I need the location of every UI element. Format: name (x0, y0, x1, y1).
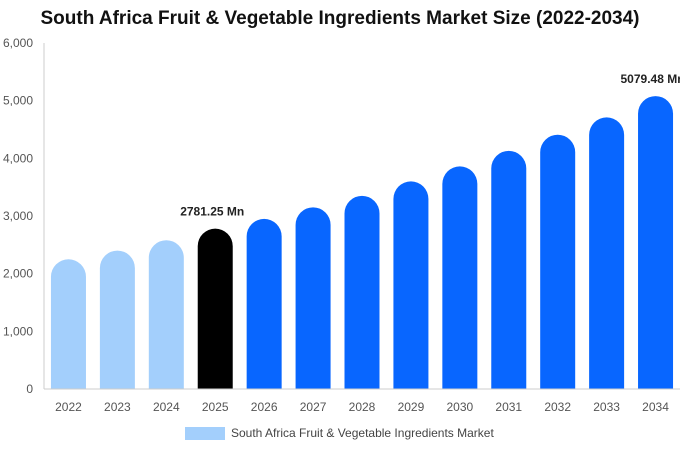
chart-title: South Africa Fruit & Vegetable Ingredien… (40, 8, 640, 29)
y-axis: 0 1,000 2,000 3,000 4,000 5,000 6,000 (3, 36, 45, 396)
x-tick-label: 2026 (251, 400, 278, 414)
bar-2025 (197, 228, 233, 389)
x-tick-label: 2028 (349, 400, 376, 414)
x-tick-label: 2022 (55, 400, 82, 414)
y-tick-label: 1,000 (3, 324, 33, 338)
x-tick-label: 2025 (202, 400, 229, 414)
legend-label: South Africa Fruit & Vegetable Ingredien… (231, 426, 494, 440)
x-tick-label: 2024 (153, 400, 180, 414)
legend-swatch (185, 427, 225, 440)
bar-2028 (344, 195, 380, 389)
x-tick-label: 2027 (300, 400, 327, 414)
x-axis: 2022 2023 2024 2025 2026 2027 2028 2029 2030 2031… (44, 388, 680, 414)
y-tick-label: 5,000 (3, 94, 33, 108)
bar-2031 (491, 150, 527, 389)
x-tick-label: 2033 (593, 400, 620, 414)
bar-2032 (540, 134, 576, 389)
bar-2022 (50, 259, 86, 389)
y-tick-label: 0 (26, 382, 33, 396)
bar-2033 (589, 117, 625, 389)
legend: South Africa Fruit & Vegetable Ingredien… (185, 426, 494, 440)
data-label-2025: 2781.25 Mn (180, 205, 244, 219)
y-tick-label: 6,000 (3, 36, 33, 50)
x-tick-label: 2029 (398, 400, 425, 414)
bar-2026 (246, 218, 282, 389)
bars (50, 96, 674, 390)
x-tick-label: 2032 (544, 400, 571, 414)
data-label-2034: 5079.48 Mn (621, 72, 680, 86)
bar-2030 (442, 166, 478, 389)
bar-2023 (99, 250, 135, 389)
data-labels: 2781.25 Mn 5079.48 Mn (180, 72, 680, 219)
x-tick-label: 2031 (495, 400, 522, 414)
y-tick-label: 2,000 (3, 267, 33, 281)
x-tick-label: 2034 (642, 400, 669, 414)
bar-2027 (295, 207, 331, 389)
x-tick-label: 2030 (446, 400, 473, 414)
bar-2034 (638, 96, 674, 390)
bar-2029 (393, 181, 429, 389)
bar-2024 (148, 240, 184, 389)
x-tick-label: 2023 (104, 400, 131, 414)
y-tick-label: 3,000 (3, 209, 33, 223)
y-tick-label: 4,000 (3, 151, 33, 165)
